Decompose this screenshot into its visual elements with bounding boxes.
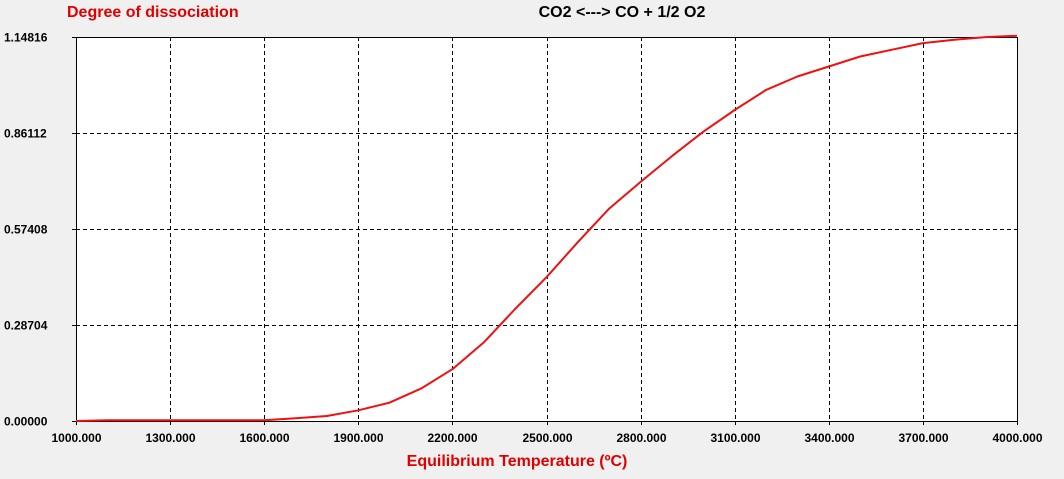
x-tick-label: 4000.000 bbox=[992, 431, 1042, 445]
x-tick-label: 1900.000 bbox=[333, 431, 383, 445]
y-tick-label: 1.14816 bbox=[4, 31, 48, 45]
x-tick-label: 2200.000 bbox=[427, 431, 477, 445]
y-tick-label: 0.00000 bbox=[4, 415, 48, 429]
x-tick-label: 3100.000 bbox=[710, 431, 760, 445]
x-tick-label: 2500.000 bbox=[522, 431, 572, 445]
y-axis-label: Degree of dissociation bbox=[67, 4, 239, 21]
x-tick-label: 3400.000 bbox=[804, 431, 854, 445]
x-tick-label: 1300.000 bbox=[145, 431, 195, 445]
chart-title: CO2 <---> CO + 1/2 O2 bbox=[539, 4, 706, 21]
x-tick-label: 2800.000 bbox=[616, 431, 666, 445]
y-tick-label: 0.86112 bbox=[4, 127, 47, 141]
y-tick-label: 0.28704 bbox=[4, 319, 48, 333]
y-tick-label: 0.57408 bbox=[4, 223, 48, 237]
x-tick-label: 1600.000 bbox=[239, 431, 289, 445]
x-axis-label: Equilibrium Temperature (ºC) bbox=[407, 453, 628, 470]
x-tick-label: 3700.000 bbox=[898, 431, 948, 445]
x-tick-label: 1000.000 bbox=[51, 431, 101, 445]
series-line bbox=[75, 34, 1018, 422]
